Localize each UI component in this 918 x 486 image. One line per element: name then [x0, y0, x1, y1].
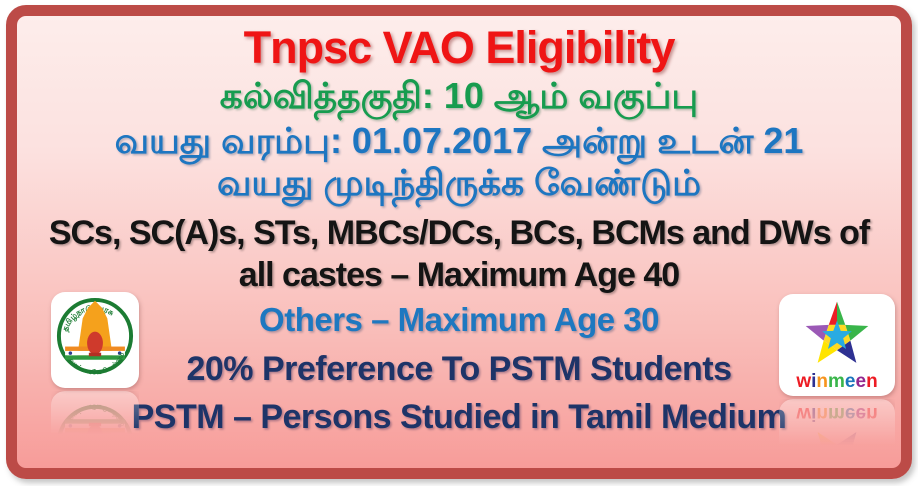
age-limit-line-1: வயது வரம்பு: 01.07.2017 அன்று உடன் 21 — [114, 120, 804, 161]
winmeen-logo: winmeen — [779, 294, 895, 396]
age-limit-line-2: வயது முடிந்திருக்க வேண்டும் — [216, 162, 702, 203]
winmeen-wordmark: winmeen — [796, 371, 878, 392]
tamilnadu-government-logo: தமிழ்நாடு அரசு வாய்மையே வெல்லும் — [51, 292, 139, 388]
tamilnadu-emblem-icon: தமிழ்நாடு அரசு வாய்மையே வெல்லும் — [56, 297, 134, 377]
castes-line-2: all castes – Maximum Age 40 — [238, 256, 680, 294]
winmeen-star-icon — [805, 301, 869, 363]
others-age-line: Others – Maximum Age 30 — [259, 301, 659, 338]
poster-title: Tnpsc VAO Eligibility — [243, 22, 676, 73]
pstm-preference-line: 20% Preference To PSTM Students — [186, 350, 732, 388]
castes-line-1: SCs, SC(A)s, STs, MBCs/DCs, BCs, BCMs an… — [48, 214, 870, 252]
poster-frame: Tnpsc VAO Eligibility கல்வித்தகுதி: 10 ஆ… — [6, 5, 912, 479]
lion-capital-shape — [87, 331, 103, 355]
pstm-definition-line: PSTM – Persons Studied in Tamil Medium — [131, 398, 787, 436]
education-qualification-line: கல்வித்தகுதி: 10 ஆம் வகுப்பு — [219, 75, 699, 116]
gopuram-shape — [77, 300, 113, 356]
